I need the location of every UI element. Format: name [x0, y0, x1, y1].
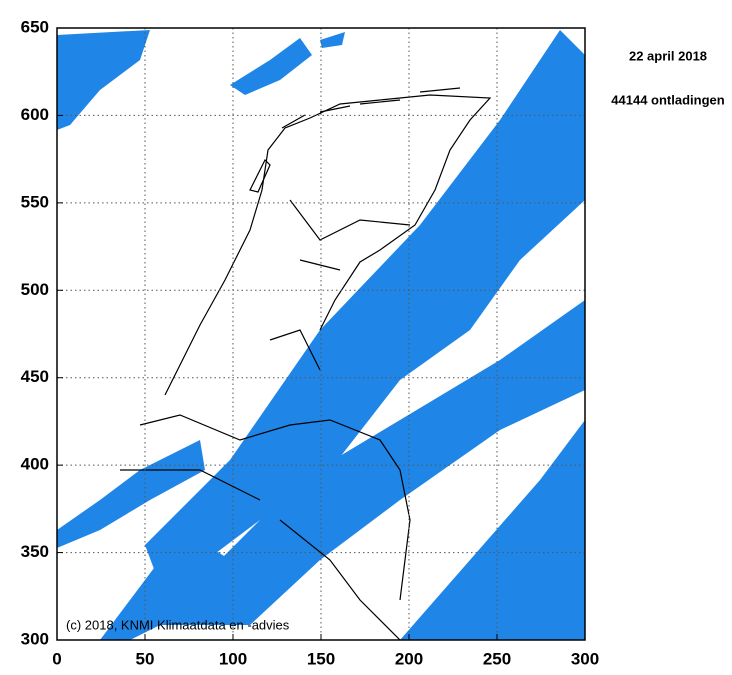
lightning-band [230, 38, 312, 95]
plot-frame [56, 27, 586, 641]
y-tick-label: 500 [21, 280, 49, 299]
y-tick-label: 400 [21, 455, 49, 474]
x-tick-label: 50 [136, 649, 155, 668]
y-tick-label: 350 [21, 542, 49, 561]
x-tick-label: 100 [219, 649, 247, 668]
x-tick-label: 300 [571, 649, 599, 668]
borders [120, 87, 492, 641]
x-tick-label: 250 [483, 649, 511, 668]
count-label: 44144 ontladingen [611, 92, 724, 107]
credit: (c) 2018, KNMI Klimaatdata en -advies [66, 617, 290, 632]
lightning-band [400, 420, 585, 640]
lightning-band [145, 30, 585, 585]
lightning-band [320, 32, 345, 48]
date-label: 22 april 2018 [629, 48, 707, 63]
lightning-band [150, 300, 585, 625]
y-tick-label: 550 [21, 192, 49, 211]
x-tick-label: 150 [307, 649, 335, 668]
x-tick-label: 200 [395, 649, 423, 668]
border-line [120, 469, 401, 641]
y-tick-label: 600 [21, 105, 49, 124]
y-tick-label: 450 [21, 367, 49, 386]
border-line [139, 414, 411, 601]
lightning-area [57, 30, 585, 640]
lightning-band [57, 440, 205, 548]
lightning-band [57, 30, 150, 130]
y-tick-label: 300 [21, 629, 49, 648]
islands [249, 87, 461, 193]
lightning-band [100, 540, 230, 640]
axes: 0 50 100 150 200 250 300 300 350 400 450 500 550 600 6… [21, 17, 600, 668]
border-line [269, 199, 411, 371]
y-tick-label: 650 [21, 17, 49, 36]
x-tick-label: 0 [52, 649, 61, 668]
